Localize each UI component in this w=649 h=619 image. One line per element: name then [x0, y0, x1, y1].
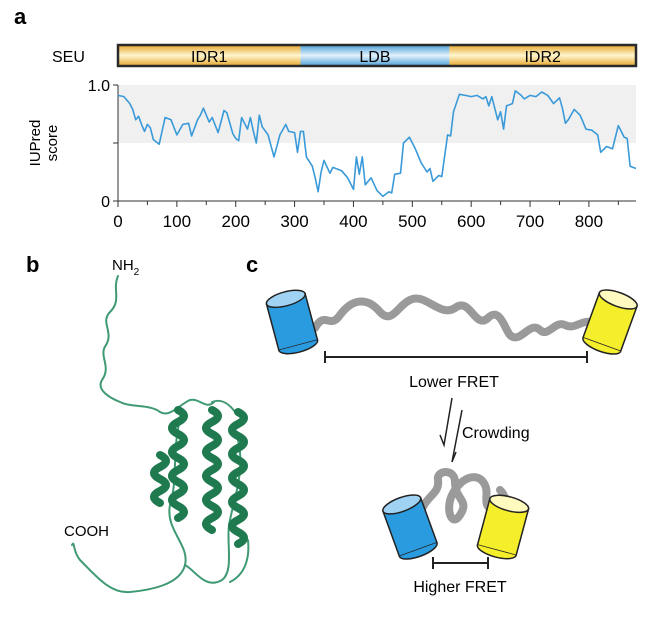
- equilibrium-arrows: [439, 397, 463, 463]
- x-tick-label: 600: [457, 212, 485, 231]
- x-tick-label: 500: [398, 212, 426, 231]
- n-terminal-coil: [99, 275, 215, 415]
- y-axis-label-line1: IUPred: [27, 120, 44, 167]
- higher-fret-label: Higher FRET: [413, 579, 507, 596]
- crowding-label: Crowding: [462, 425, 530, 442]
- protein-structure: [71, 275, 250, 594]
- alpha-helices: [150, 406, 248, 548]
- panel-label-b: b: [26, 252, 39, 277]
- domain-label-ldb: LDB: [359, 49, 390, 66]
- domain-label-idr1: IDR1: [191, 49, 228, 66]
- domain-segment-idr1: [118, 45, 301, 66]
- x-tick-label: 800: [575, 212, 603, 231]
- x-tick-label: 300: [280, 212, 308, 231]
- extended-linker: [311, 294, 596, 342]
- domain-label-idr2: IDR2: [524, 49, 561, 66]
- loop-3: [229, 539, 250, 583]
- distance-bar-long: [324, 351, 588, 363]
- donor-fluorophore-compact: [382, 494, 438, 560]
- acceptor-fluorophore-compact: [476, 494, 530, 560]
- domain-bar: IDR1 LDB IDR2: [116, 43, 638, 68]
- domain-segment-ldb: [300, 45, 450, 66]
- y-tick-label: 0: [101, 194, 110, 211]
- protein-name: SEU: [52, 49, 85, 66]
- panel-label-a: a: [14, 4, 27, 29]
- x-tick-label: 400: [339, 212, 367, 231]
- panel-label-c: c: [246, 252, 258, 277]
- helix-2: [202, 406, 222, 534]
- disorder-band: [118, 85, 636, 143]
- loop: [184, 439, 242, 584]
- domain-bar-outline: [116, 43, 638, 68]
- loop-2: [211, 399, 236, 413]
- helix-1: [168, 406, 188, 522]
- distance-bar-short: [432, 557, 489, 569]
- c-terminal-coil: [71, 419, 187, 594]
- x-tick-label: 0: [113, 212, 122, 231]
- y-tick-label: 1.0: [88, 78, 110, 95]
- donor-fluorophore-extended: [265, 289, 319, 355]
- helix-4: [150, 451, 170, 507]
- n-terminus-subscript: 2: [134, 267, 140, 278]
- x-tick-label: 100: [163, 212, 191, 231]
- x-tick-label: 200: [222, 212, 250, 231]
- lower-fret-label: Lower FRET: [409, 374, 499, 391]
- helix-3: [228, 408, 248, 548]
- c-terminus-label: COOH: [64, 523, 109, 540]
- y-axis-label-line2: score: [44, 125, 61, 162]
- iupred-chart: 0 1.0 0 100 200 300 400 500 600 700 800: [88, 78, 637, 231]
- iupred-line: [117, 90, 637, 198]
- n-terminus-label: NH: [112, 257, 134, 274]
- svg-text:NH2: NH2: [112, 257, 140, 278]
- acceptor-fluorophore-extended: [582, 289, 638, 355]
- domain-segment-idr2: [449, 45, 636, 66]
- x-tick-label: 700: [516, 212, 544, 231]
